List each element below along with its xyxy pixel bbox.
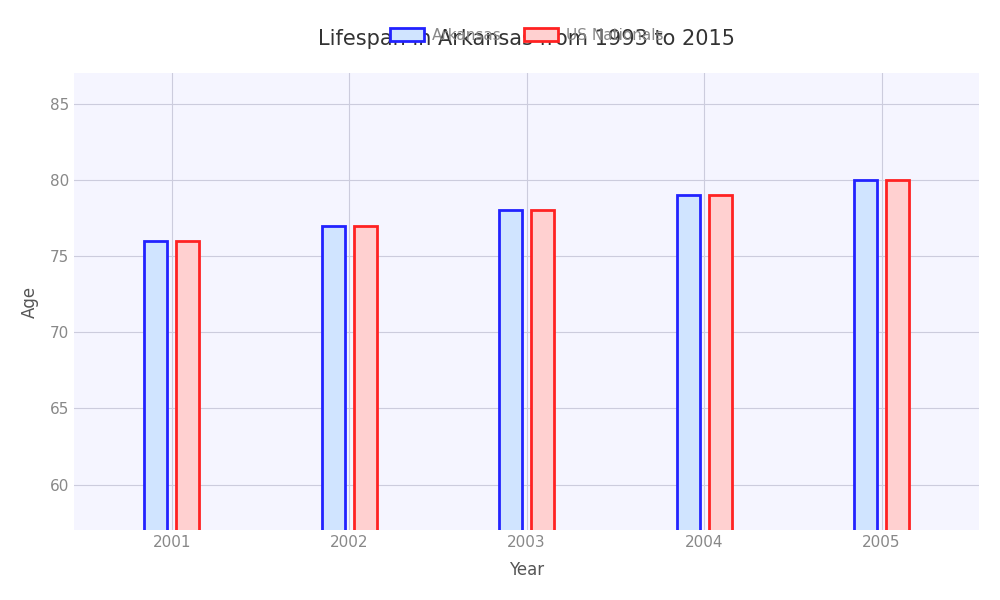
Bar [677,195,700,600]
Y-axis label: Age: Age [21,286,39,318]
X-axis label: Year: Year [509,561,544,579]
Bar [709,195,732,600]
Bar [854,180,877,600]
Bar [354,226,377,600]
Bar [144,241,167,600]
Bar [499,211,522,600]
Bar [886,180,909,600]
Legend: Arkansas, US Nationals: Arkansas, US Nationals [384,22,669,49]
Bar [322,226,345,600]
Bar [531,211,554,600]
Bar [176,241,199,600]
Title: Lifespan in Arkansas from 1993 to 2015: Lifespan in Arkansas from 1993 to 2015 [318,29,735,49]
